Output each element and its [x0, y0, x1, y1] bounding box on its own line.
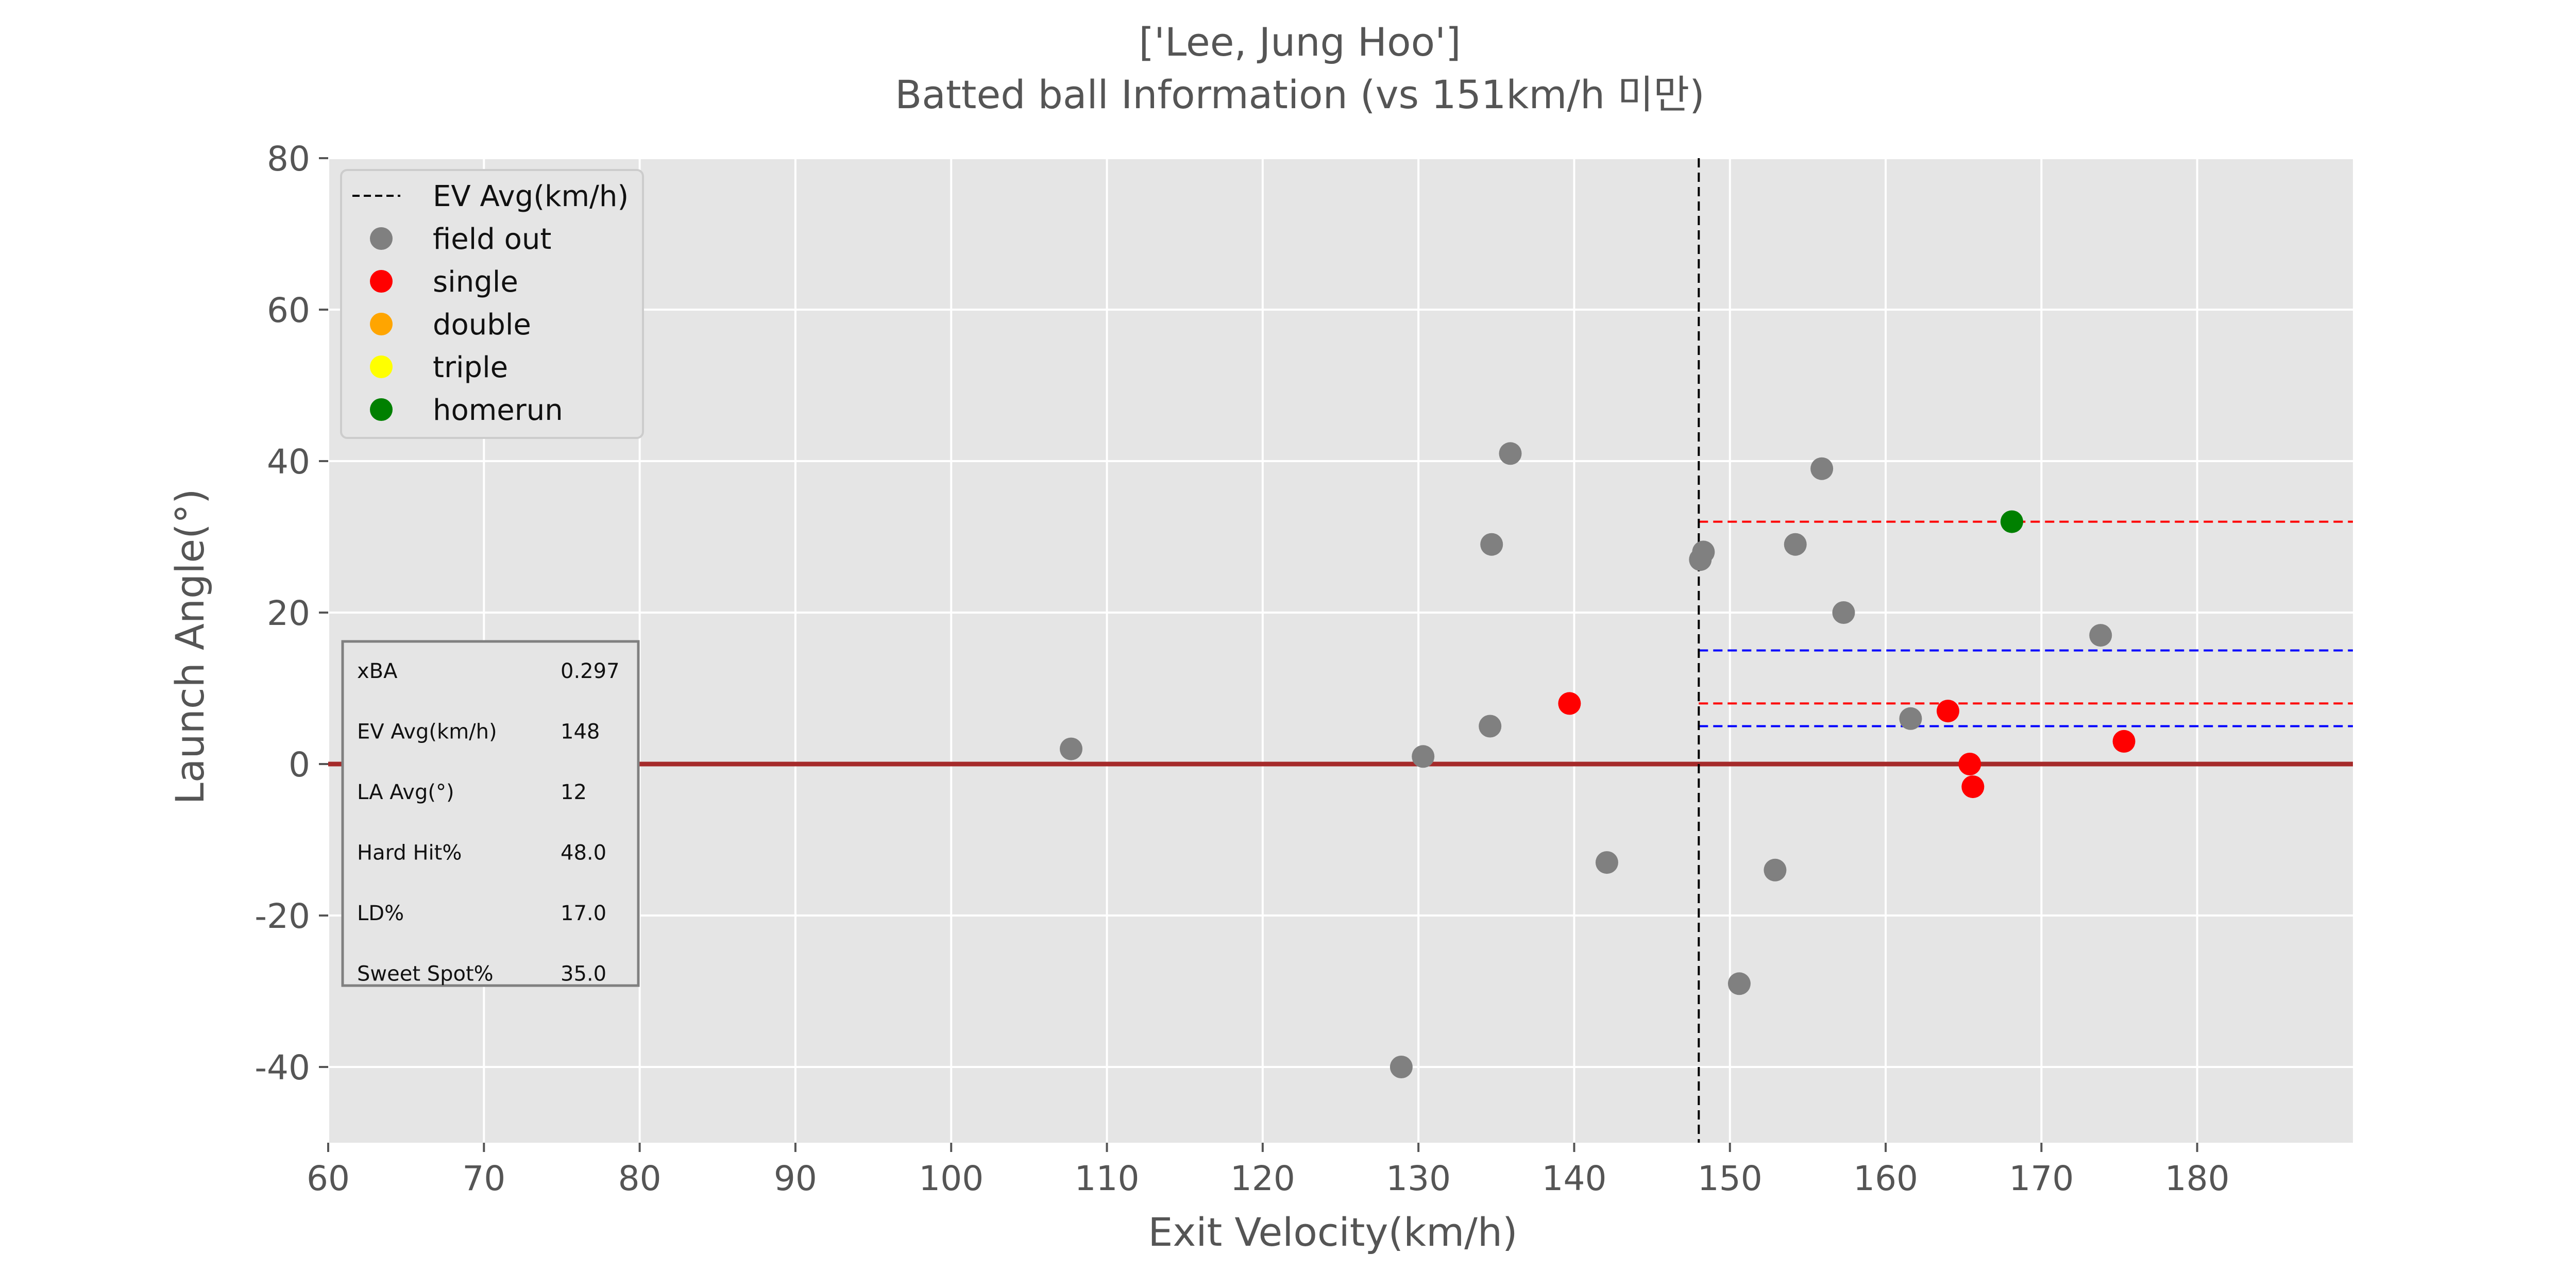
field-out-point — [1832, 601, 1855, 624]
stats-label: EV Avg(km/h) — [357, 720, 497, 744]
stats-value: 48.0 — [561, 841, 606, 865]
legend-dot-single — [370, 270, 393, 293]
x-tick-label: 60 — [307, 1159, 350, 1198]
x-tick-label: 180 — [2165, 1159, 2230, 1198]
x-tick-label: 130 — [1386, 1159, 1451, 1198]
legend-dot-field-out — [370, 227, 393, 250]
x-tick-label: 140 — [1541, 1159, 1606, 1198]
legend-label: single — [433, 265, 518, 299]
field-out-point — [1899, 707, 1922, 730]
reference-lines — [328, 158, 2353, 1143]
x-tick-label: 120 — [1230, 1159, 1295, 1198]
single-point — [1937, 700, 1959, 723]
legend-label: double — [433, 308, 531, 342]
x-tick-label: 160 — [1853, 1159, 1918, 1198]
field-out-point — [1412, 745, 1435, 768]
stats-value: 35.0 — [561, 962, 606, 986]
legend-label: field out — [433, 223, 551, 256]
chart-title-line2: Batted ball Information (vs 151km/h 미만) — [895, 72, 1705, 117]
y-tick-label: 40 — [267, 442, 310, 482]
field-out-point — [1692, 540, 1715, 564]
legend-box — [340, 169, 644, 439]
chart-title-line1: ['Lee, Jung Hoo'] — [1139, 19, 1461, 65]
single-point — [1961, 775, 1985, 799]
legend: EV Avg(km/h) field out single double triple h… — [340, 169, 644, 439]
stats-box — [341, 640, 640, 987]
legend-dot-double — [370, 313, 393, 335]
stats-value: 148 — [561, 720, 600, 744]
legend-label: triple — [433, 351, 508, 384]
x-tick-label: 110 — [1075, 1159, 1140, 1198]
stats-label: LA Avg(°) — [357, 781, 454, 804]
field-out-point — [2089, 624, 2112, 647]
legend-dot-triple — [370, 355, 393, 378]
axes: 60 70 80 90 100 110 120 130 140 150 160 170 180-40-2… — [255, 139, 2229, 1198]
y-tick-label: 80 — [267, 139, 310, 179]
legend-label: EV Avg(km/h) — [433, 180, 629, 213]
field-out-point — [1480, 533, 1503, 556]
stats-label: xBA — [357, 659, 398, 683]
single-point — [1958, 753, 1981, 775]
x-tick-label: 70 — [462, 1159, 505, 1198]
single-point — [2112, 730, 2136, 753]
stats-value: 0.297 — [561, 659, 620, 683]
stats-label: LD% — [357, 902, 404, 925]
y-tick-label: -40 — [255, 1048, 310, 1088]
homerun-point — [2000, 510, 2023, 533]
field-out-point — [1727, 972, 1751, 995]
y-tick-label: 20 — [267, 594, 310, 633]
y-tick-label: 0 — [289, 745, 310, 785]
x-tick-label: 80 — [618, 1159, 662, 1198]
legend-label: homerun — [433, 394, 563, 427]
stats-label: Sweet Spot% — [357, 962, 494, 986]
stats-value: 12 — [561, 781, 587, 804]
field-out-point — [1784, 533, 1807, 556]
stats-table: xBA 0.297 EV Avg(km/h) 148 LA Avg(°) 12 Hard H… — [341, 640, 640, 987]
plot-background — [328, 158, 2353, 1143]
legend-dot-homerun — [370, 398, 393, 421]
x-tick-label: 170 — [2009, 1159, 2074, 1198]
y-axis-label: Launch Angle(°) — [167, 489, 213, 805]
x-axis-label: Exit Velocity(km/h) — [1148, 1209, 1517, 1255]
field-out-point — [1810, 457, 1834, 480]
x-tick-label: 150 — [1698, 1159, 1762, 1198]
field-out-point — [1499, 442, 1522, 465]
field-out-point — [1060, 737, 1083, 760]
field-out-point — [1764, 858, 1787, 882]
data-points — [1060, 442, 2136, 1078]
stats-value: 17.0 — [561, 902, 606, 925]
x-tick-label: 100 — [919, 1159, 984, 1198]
stats-label: Hard Hit% — [357, 841, 462, 865]
x-tick-label: 90 — [774, 1159, 817, 1198]
field-out-point — [1595, 851, 1618, 874]
field-out-point — [1479, 715, 1502, 738]
single-point — [1558, 692, 1581, 715]
y-tick-label: 60 — [267, 291, 310, 330]
y-tick-label: -20 — [255, 896, 310, 936]
field-out-point — [1389, 1056, 1413, 1078]
